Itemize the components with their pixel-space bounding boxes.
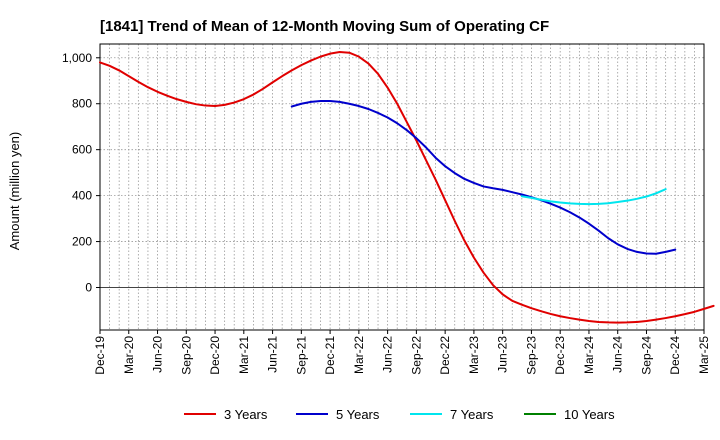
x-tick-label: Sep-24 [639,336,653,375]
x-tick-label: Mar-23 [467,336,481,374]
plot-frame [99,43,705,331]
y-tick-label: 0 [85,281,92,295]
x-tick-label: Sep-22 [409,336,423,375]
y-tick-label: 800 [72,97,92,111]
series-lines [99,51,715,324]
x-tick-label: Jun-22 [381,336,395,373]
x-tick-label: Dec-23 [553,336,567,375]
legend: 3 Years 5 Years 7 Years 10 Years [184,407,615,422]
x-tick-label: Dec-20 [208,336,222,375]
x-tick-label: Mar-21 [237,336,251,374]
chart-title: [1841] Trend of Mean of 12-Month Moving … [100,18,549,35]
series-line-5-years [290,99,677,255]
x-tick-label: Dec-24 [668,336,682,375]
series-line-7-years [520,188,667,206]
y-axis: 0 200 400 600 800 1,000 [62,51,100,295]
x-tick-label: Jun-23 [496,336,510,373]
grid [100,44,704,330]
x-axis: Dec-19 Mar-20 Jun-20 Sep-20 Dec-20 Mar-21 Jun-… [93,330,711,375]
x-tick-label: Mar-22 [352,336,366,374]
x-tick-label: Dec-19 [93,336,107,375]
legend-label: 10 Years [564,407,615,422]
x-tick-label: Jun-24 [611,336,625,373]
x-tick-label: Sep-20 [179,336,193,375]
y-tick-label: 1,000 [62,51,92,65]
x-tick-label: Mar-25 [697,336,711,374]
legend-label: 7 Years [450,407,494,422]
y-axis-label: Amount (million yen) [7,132,22,251]
x-tick-label: Jun-21 [266,336,280,373]
x-tick-label: Mar-24 [582,336,596,374]
x-tick-label: Dec-21 [323,336,337,375]
legend-label: 5 Years [336,407,380,422]
y-tick-label: 400 [72,189,92,203]
x-tick-label: Jun-20 [151,336,165,373]
series-line-3-years [99,51,715,324]
x-tick-label: Dec-22 [438,336,452,375]
y-tick-label: 200 [72,235,92,249]
x-tick-label: Mar-20 [122,336,136,374]
x-tick-label: Sep-21 [294,336,308,375]
legend-label: 3 Years [224,407,268,422]
x-tick-label: Sep-23 [524,336,538,375]
y-tick-label: 600 [72,143,92,157]
